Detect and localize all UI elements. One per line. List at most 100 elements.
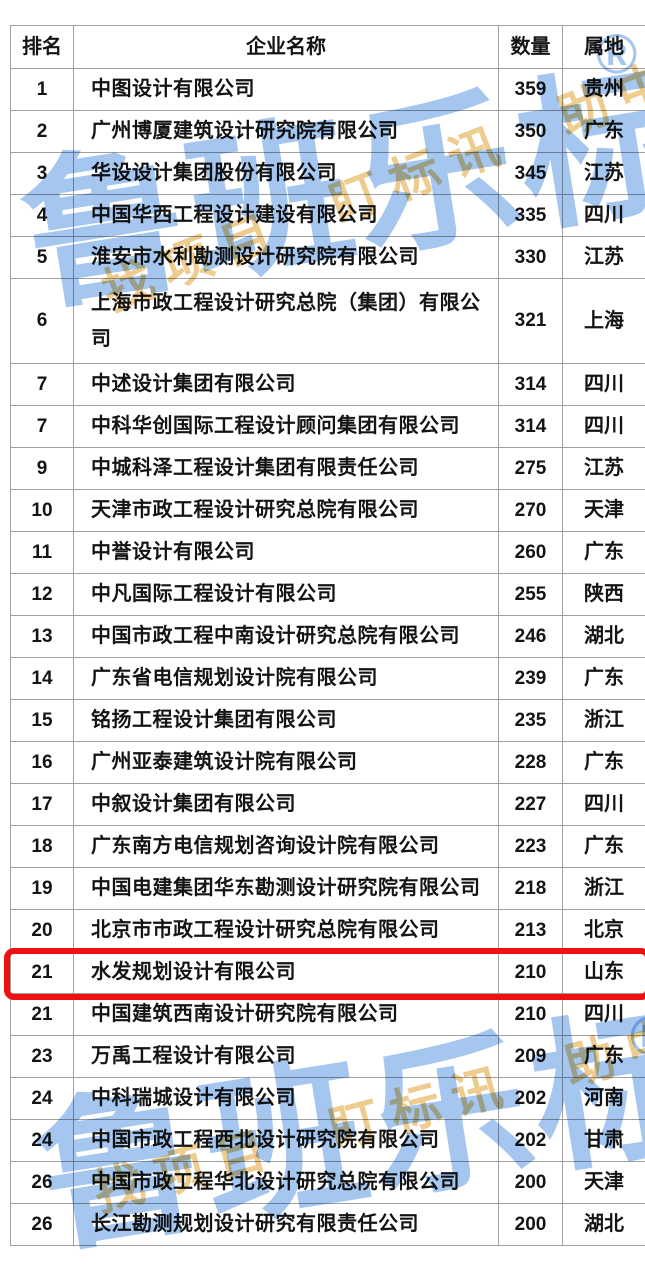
- table-row: 12 中凡国际工程设计有限公司 255 陕西: [11, 574, 645, 616]
- cell-region: 四川: [563, 406, 645, 448]
- cell-rank: 2: [11, 111, 74, 153]
- cell-company-name: 长江勘测规划设计研究有限责任公司: [74, 1204, 499, 1246]
- cell-rank: 15: [11, 700, 74, 742]
- cell-region: 天津: [563, 490, 645, 532]
- cell-region: 贵州: [563, 69, 645, 111]
- cell-region: 广东: [563, 111, 645, 153]
- cell-rank: 21: [11, 994, 74, 1036]
- table-row: 13 中国市政工程中南设计研究总院有限公司 246 湖北: [11, 616, 645, 658]
- cell-company-name: 中述设计集团有限公司: [74, 364, 499, 406]
- cell-region: 天津: [563, 1162, 645, 1204]
- cell-rank: 5: [11, 237, 74, 279]
- cell-region: 陕西: [563, 574, 645, 616]
- cell-count: 227: [499, 784, 563, 826]
- cell-count: 200: [499, 1204, 563, 1246]
- cell-company-name: 中国建筑西南设计研究院有限公司: [74, 994, 499, 1036]
- header-count: 数量: [499, 26, 563, 69]
- cell-region: 浙江: [563, 700, 645, 742]
- cell-company-name: 水发规划设计有限公司: [74, 952, 499, 994]
- cell-rank: 21: [11, 952, 74, 994]
- cell-company-name: 广东南方电信规划咨询设计院有限公司: [74, 826, 499, 868]
- cell-count: 330: [499, 237, 563, 279]
- table-row: 7 中述设计集团有限公司 314 四川: [11, 364, 645, 406]
- cell-count: 210: [499, 952, 563, 994]
- cell-region: 上海: [563, 279, 645, 364]
- table-row: 24 中国市政工程西北设计研究院有限公司 202 甘肃: [11, 1120, 645, 1162]
- cell-region: 广东: [563, 658, 645, 700]
- cell-region: 江苏: [563, 153, 645, 195]
- cell-count: 314: [499, 364, 563, 406]
- cell-rank: 26: [11, 1162, 74, 1204]
- table-body: 1 中图设计有限公司 359 贵州 2 广州博厦建筑设计研究院有限公司 350 …: [11, 69, 645, 1246]
- cell-rank: 13: [11, 616, 74, 658]
- table-row: 16 广州亚泰建筑设计院有限公司 228 广东: [11, 742, 645, 784]
- cell-company-name: 中国市政工程中南设计研究总院有限公司: [74, 616, 499, 658]
- table-row: 3 华设设计集团股份有限公司 345 江苏: [11, 153, 645, 195]
- cell-company-name: 中科瑞城设计有限公司: [74, 1078, 499, 1120]
- cell-region: 浙江: [563, 868, 645, 910]
- cell-count: 314: [499, 406, 563, 448]
- table-row: 9 中城科泽工程设计集团有限责任公司 275 江苏: [11, 448, 645, 490]
- cell-count: 255: [499, 574, 563, 616]
- cell-rank: 4: [11, 195, 74, 237]
- cell-rank: 11: [11, 532, 74, 574]
- cell-region: 四川: [563, 364, 645, 406]
- table-row: 14 广东省电信规划设计院有限公司 239 广东: [11, 658, 645, 700]
- cell-company-name: 淮安市水利勘测设计研究院有限公司: [74, 237, 499, 279]
- table-header-row: 排名 企业名称 数量 属地: [11, 26, 645, 69]
- cell-rank: 3: [11, 153, 74, 195]
- cell-count: 246: [499, 616, 563, 658]
- cell-company-name: 华设设计集团股份有限公司: [74, 153, 499, 195]
- cell-company-name: 广州亚泰建筑设计院有限公司: [74, 742, 499, 784]
- cell-count: 321: [499, 279, 563, 364]
- table-row: 1 中图设计有限公司 359 贵州: [11, 69, 645, 111]
- table-row: 5 淮安市水利勘测设计研究院有限公司 330 江苏: [11, 237, 645, 279]
- cell-company-name: 中凡国际工程设计有限公司: [74, 574, 499, 616]
- cell-rank: 23: [11, 1036, 74, 1078]
- cell-count: 350: [499, 111, 563, 153]
- cell-count: 335: [499, 195, 563, 237]
- cell-region: 四川: [563, 195, 645, 237]
- cell-count: 260: [499, 532, 563, 574]
- cell-rank: 7: [11, 364, 74, 406]
- cell-rank: 26: [11, 1204, 74, 1246]
- cell-count: 359: [499, 69, 563, 111]
- header-region: 属地: [563, 26, 645, 69]
- table-row: 15 铭扬工程设计集团有限公司 235 浙江: [11, 700, 645, 742]
- cell-company-name: 中国市政工程西北设计研究院有限公司: [74, 1120, 499, 1162]
- cell-company-name: 中国电建集团华东勘测设计研究院有限公司: [74, 868, 499, 910]
- cell-count: 218: [499, 868, 563, 910]
- table-row: 20 北京市市政工程设计研究总院有限公司 213 北京: [11, 910, 645, 952]
- table-row: 21 水发规划设计有限公司 210 山东: [11, 952, 645, 994]
- cell-count: 200: [499, 1162, 563, 1204]
- cell-company-name: 万禹工程设计有限公司: [74, 1036, 499, 1078]
- table-row: 23 万禹工程设计有限公司 209 广东: [11, 1036, 645, 1078]
- cell-company-name: 中国华西工程设计建设有限公司: [74, 195, 499, 237]
- table-row: 21 中国建筑西南设计研究院有限公司 210 四川: [11, 994, 645, 1036]
- cell-count: 239: [499, 658, 563, 700]
- cell-company-name: 中叙设计集团有限公司: [74, 784, 499, 826]
- cell-rank: 1: [11, 69, 74, 111]
- cell-region: 甘肃: [563, 1120, 645, 1162]
- cell-count: 213: [499, 910, 563, 952]
- cell-count: 202: [499, 1078, 563, 1120]
- cell-count: 202: [499, 1120, 563, 1162]
- cell-company-name: 北京市市政工程设计研究总院有限公司: [74, 910, 499, 952]
- cell-region: 江苏: [563, 448, 645, 490]
- table-row: 4 中国华西工程设计建设有限公司 335 四川: [11, 195, 645, 237]
- cell-company-name: 广州博厦建筑设计研究院有限公司: [74, 111, 499, 153]
- header-company: 企业名称: [74, 26, 499, 69]
- cell-rank: 9: [11, 448, 74, 490]
- cell-rank: 12: [11, 574, 74, 616]
- table-row: 11 中誉设计有限公司 260 广东: [11, 532, 645, 574]
- cell-company-name: 上海市政工程设计研究总院（集团）有限公司: [74, 279, 499, 364]
- cell-region: 山东: [563, 952, 645, 994]
- table-row: 6 上海市政工程设计研究总院（集团）有限公司 321 上海: [11, 279, 645, 364]
- cell-company-name: 中城科泽工程设计集团有限责任公司: [74, 448, 499, 490]
- table-row: 26 长江勘测规划设计研究有限责任公司 200 湖北: [11, 1204, 645, 1246]
- cell-rank: 16: [11, 742, 74, 784]
- cell-count: 345: [499, 153, 563, 195]
- cell-company-name: 广东省电信规划设计院有限公司: [74, 658, 499, 700]
- cell-region: 广东: [563, 826, 645, 868]
- cell-rank: 14: [11, 658, 74, 700]
